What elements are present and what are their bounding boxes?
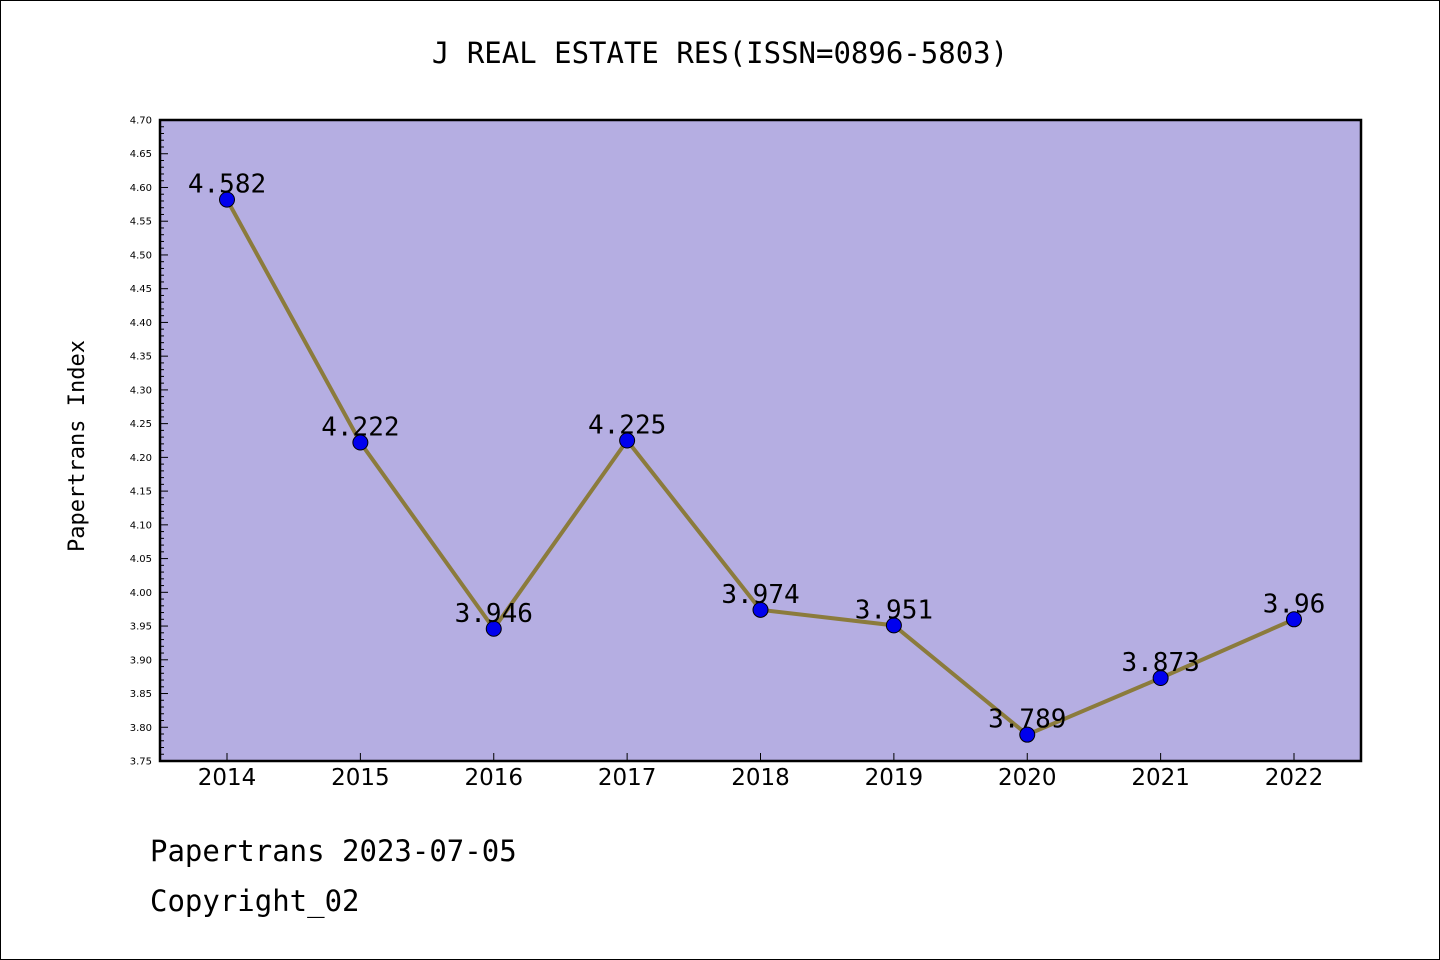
y-tick-label: 4.55 — [130, 217, 152, 228]
x-tick-label: 2019 — [865, 765, 924, 791]
y-tick-label: 4.60 — [130, 183, 152, 194]
x-tick-label: 2022 — [1265, 765, 1324, 791]
data-label: 4.582 — [188, 170, 266, 200]
data-point — [1152, 670, 1169, 687]
y-tick-label: 4.25 — [130, 419, 152, 430]
data-point — [619, 432, 636, 449]
data-point — [1286, 611, 1302, 628]
data-label: 3.789 — [988, 705, 1066, 735]
data-label: 4.222 — [321, 413, 399, 443]
y-axis-label: Papertrans Index — [65, 340, 90, 552]
y-tick-label: 4.30 — [130, 385, 152, 396]
data-label: 3.974 — [721, 580, 799, 610]
y-tick-label: 3.80 — [130, 723, 152, 734]
y-tick-label: 4.50 — [130, 250, 152, 261]
y-tick-label: 3.75 — [130, 757, 152, 768]
data-point — [752, 601, 769, 618]
data-label: 3.96 — [1263, 589, 1326, 619]
x-axis-ticks: 2014 2015 2016 2017 2018 2019 2020 2021 2022 — [198, 753, 1324, 791]
y-tick-label: 3.90 — [130, 655, 152, 666]
data-label: 3.946 — [455, 599, 533, 629]
data-point — [1019, 726, 1036, 743]
footer-date: Papertrans 2023-07-05 — [150, 834, 517, 868]
data-point — [485, 620, 502, 637]
y-axis-ticks: 3.75 3.80 3.85 3.90 3.95 4.00 4.05 4.10 4.15 4.20… — [130, 116, 168, 768]
y-tick-label: 4.10 — [130, 520, 152, 531]
y-tick-label: 4.05 — [130, 554, 152, 565]
plot-border — [158, 118, 1363, 763]
data-label: 3.873 — [1121, 648, 1199, 678]
chart-title: J REAL ESTATE RES(ISSN=0896-5803) — [431, 36, 1009, 70]
x-tick-label: 2014 — [198, 765, 257, 791]
data-point — [219, 191, 235, 208]
footer-copyright: Copyright_02 — [150, 884, 360, 918]
x-tick-label: 2020 — [998, 765, 1057, 791]
y-tick-label: 3.85 — [130, 689, 152, 700]
y-tick-label: 4.35 — [130, 352, 152, 363]
data-labels: 4.582 4.222 3.946 4.225 3.974 3.951 3.789 3.873… — [188, 170, 1325, 735]
series-markers — [219, 191, 1302, 743]
y-tick-label: 4.65 — [130, 149, 152, 160]
data-label: 4.225 — [588, 411, 666, 441]
y-tick-label: 4.20 — [130, 453, 152, 464]
x-tick-label: 2021 — [1131, 765, 1190, 791]
x-tick-label: 2017 — [598, 765, 657, 791]
y-tick-label: 4.00 — [130, 588, 152, 599]
y-tick-label: 4.70 — [130, 116, 152, 127]
y-tick-label: 4.45 — [130, 284, 152, 295]
x-tick-label: 2015 — [331, 765, 390, 791]
y-tick-label: 3.95 — [130, 622, 152, 633]
y-tick-label: 4.15 — [130, 487, 152, 498]
x-tick-label: 2018 — [731, 765, 790, 791]
data-label: 3.951 — [855, 595, 933, 625]
x-tick-label: 2016 — [464, 765, 523, 791]
data-point — [352, 434, 369, 451]
data-point — [885, 617, 902, 634]
y-tick-label: 4.40 — [130, 318, 152, 329]
